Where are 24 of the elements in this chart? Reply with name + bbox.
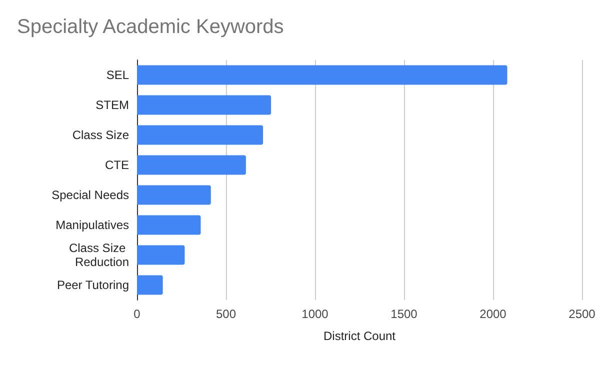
y-tick-label: Special Needs xyxy=(52,188,129,202)
bar xyxy=(137,215,201,235)
chart-title: Specialty Academic Keywords xyxy=(17,16,284,38)
bar xyxy=(137,185,211,205)
y-tick-label: Manipulatives xyxy=(56,218,129,232)
x-tick-label: 0 xyxy=(134,307,141,321)
bar xyxy=(137,245,185,265)
x-tick-label: 2500 xyxy=(568,307,596,321)
y-tick-label: STEM xyxy=(96,98,129,112)
x-axis-title: District Count xyxy=(323,329,396,343)
y-tick-label: Class Size Reduction xyxy=(68,241,129,269)
y-tick-label: Peer Tutoring xyxy=(56,278,129,292)
x-tick-label: 2000 xyxy=(480,307,507,321)
bar xyxy=(137,65,508,85)
x-tick-label: 1000 xyxy=(302,307,329,321)
y-tick-label: CTE xyxy=(105,158,129,172)
x-tick-label: 1500 xyxy=(390,307,418,321)
y-tick-label: SEL xyxy=(106,68,130,82)
bar xyxy=(137,155,246,175)
y-tick-label: Class Size xyxy=(72,128,130,142)
bar xyxy=(137,125,264,145)
bar xyxy=(137,275,163,295)
bar xyxy=(137,95,272,115)
x-tick-label: 500 xyxy=(216,307,236,321)
